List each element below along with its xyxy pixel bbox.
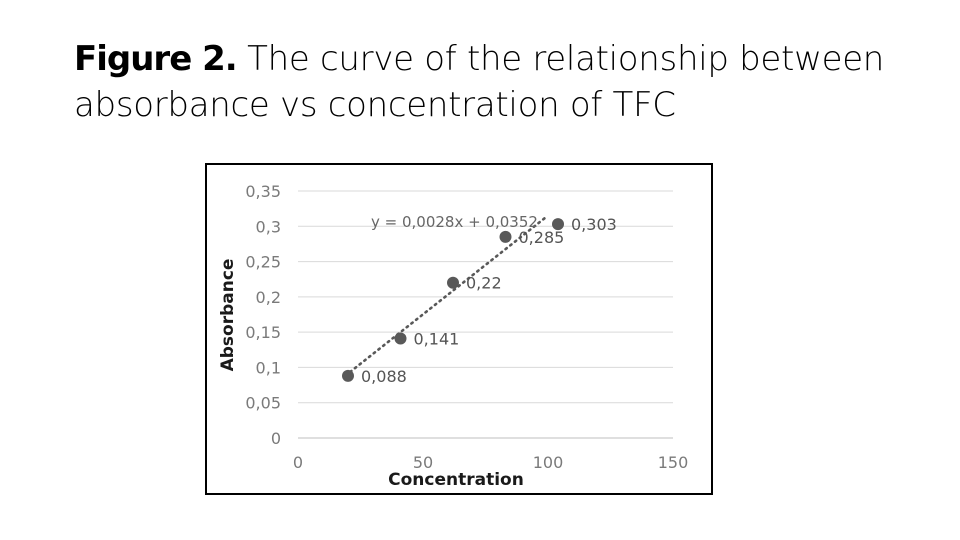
data-point xyxy=(447,276,459,289)
trendline-equation: y = 0,0028x + 0,0352 xyxy=(371,213,538,231)
y-axis-ticks: 0 0,05 0,1 0,15 0,2 0,25 0,3 0,35 xyxy=(245,182,281,448)
slide-title: Figure 2. The curve of the relationship … xyxy=(74,36,934,128)
x-axis-ticks: 0 50 100 150 xyxy=(293,453,688,472)
y-tick-label: 0,2 xyxy=(256,288,281,307)
data-point xyxy=(499,230,512,243)
data-label: 0,088 xyxy=(361,367,407,386)
x-axis-title: Concentration xyxy=(388,470,524,490)
data-point xyxy=(342,369,354,382)
y-tick-label: 0,3 xyxy=(256,217,281,236)
data-point xyxy=(552,218,564,231)
figure-number: Figure 2. xyxy=(74,39,238,79)
y-tick-label: 0,1 xyxy=(256,358,281,377)
y-tick-label: 0,35 xyxy=(245,182,281,201)
data-label: 0,141 xyxy=(414,329,460,348)
y-tick-label: 0,25 xyxy=(245,253,281,272)
data-label: 0,285 xyxy=(519,228,565,247)
data-labels: 0,088 0,141 0,22 0,285 0,303 xyxy=(361,215,617,386)
chart-frame: 0 0,05 0,1 0,15 0,2 0,25 0,3 0,35 0 50 100 150 0,0… xyxy=(205,163,713,495)
scatter-chart: 0 0,05 0,1 0,15 0,2 0,25 0,3 0,35 0 50 100 150 0,0… xyxy=(218,182,688,490)
data-label: 0,303 xyxy=(571,215,617,234)
y-tick-label: 0,15 xyxy=(245,323,281,342)
x-tick-label: 150 xyxy=(658,453,689,472)
data-point xyxy=(394,332,407,345)
figure-caption: The curve of the relationship between ab… xyxy=(74,39,885,125)
data-label: 0,22 xyxy=(466,274,502,293)
x-tick-label: 100 xyxy=(533,453,564,472)
x-tick-label: 0 xyxy=(293,453,303,472)
trendline-layer xyxy=(344,216,547,377)
y-tick-label: 0,05 xyxy=(245,394,281,413)
y-axis-title: Absorbance xyxy=(218,259,238,372)
gridlines xyxy=(298,190,673,439)
trendline xyxy=(344,216,547,377)
y-tick-label: 0 xyxy=(271,429,281,448)
data-points xyxy=(342,218,564,382)
x-tick-label: 50 xyxy=(413,453,433,472)
